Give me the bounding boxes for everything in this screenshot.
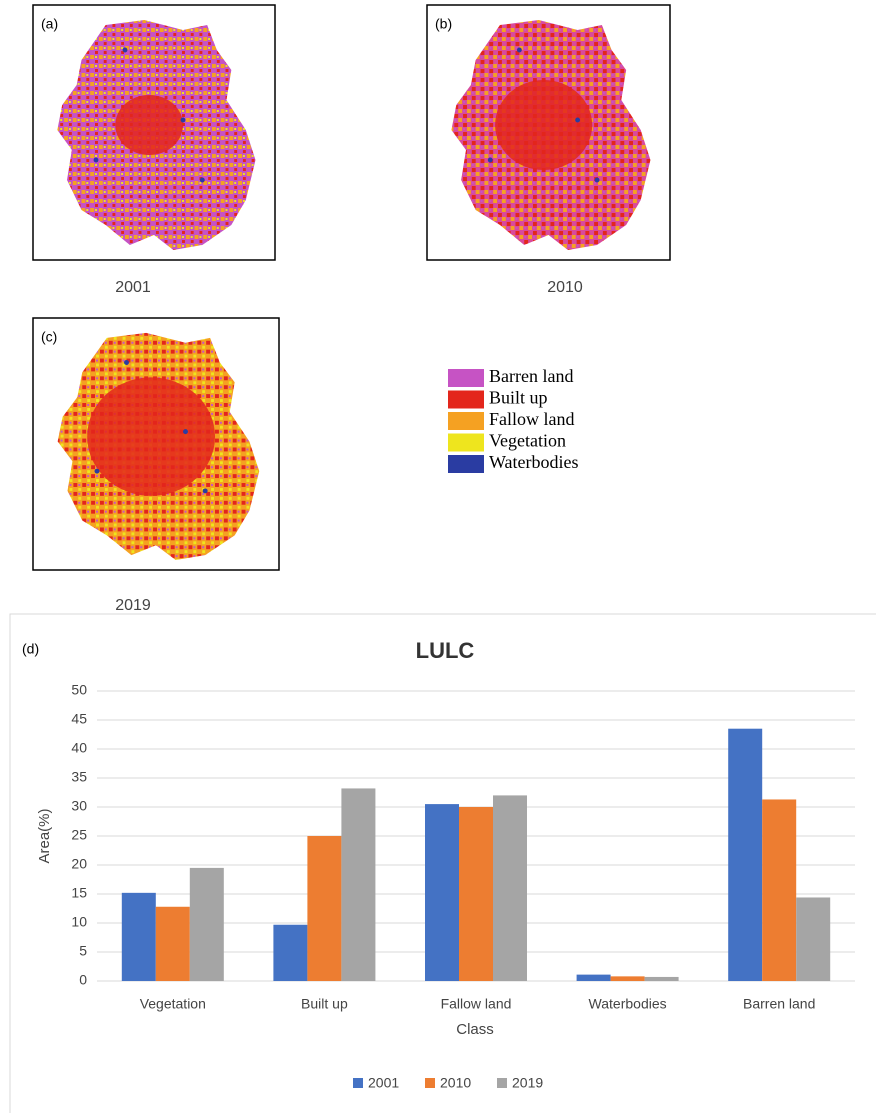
legend-swatch — [353, 1078, 363, 1088]
legend-swatch — [448, 434, 484, 452]
map-water — [575, 118, 580, 123]
legend-label: Waterbodies — [489, 452, 579, 472]
legend-swatch — [448, 412, 484, 430]
bar — [156, 907, 190, 981]
y-tick-label: 10 — [71, 914, 87, 930]
map-water — [95, 469, 100, 474]
legend-label: Fallow land — [489, 409, 575, 429]
bar — [728, 729, 762, 981]
legend-swatch — [448, 455, 484, 473]
figure: (a)2001(b)2010(c)2019 Barren landBuilt u… — [0, 0, 876, 1113]
map-core — [87, 377, 215, 496]
bar — [577, 975, 611, 981]
map-year: 2019 — [115, 597, 151, 614]
map-water — [203, 488, 208, 493]
x-axis-title: Class — [456, 1021, 494, 1038]
map-water — [183, 429, 188, 434]
y-tick-label: 15 — [71, 885, 87, 901]
map-water — [517, 48, 522, 53]
legend-label: 2010 — [440, 1075, 471, 1091]
bar — [307, 836, 341, 981]
map-water — [123, 48, 128, 53]
y-tick-label: 30 — [71, 798, 87, 814]
legend-swatch — [448, 391, 484, 409]
x-tick-label: Vegetation — [140, 996, 206, 1012]
map-core — [495, 80, 592, 170]
panel-label: (d) — [22, 641, 39, 657]
map-core — [115, 95, 183, 155]
x-tick-label: Built up — [301, 996, 348, 1012]
bar — [611, 976, 645, 981]
x-tick-label: Barren land — [743, 996, 815, 1012]
bar — [425, 804, 459, 981]
y-tick-label: 50 — [71, 682, 87, 698]
legend-label: Barren land — [489, 366, 573, 386]
bar — [645, 977, 679, 981]
bar — [459, 807, 493, 981]
legend-label: 2019 — [512, 1075, 543, 1091]
bar — [190, 868, 224, 981]
y-tick-label: 0 — [79, 972, 87, 988]
legend-label: Built up — [489, 388, 548, 408]
maps: (a) 2001 (b) 2010 (c) 2019 — [33, 5, 670, 614]
bar — [273, 925, 307, 981]
legend-swatch — [425, 1078, 435, 1088]
map-water — [595, 178, 600, 183]
y-tick-label: 45 — [71, 711, 87, 727]
map-water — [200, 178, 205, 183]
chart-title: LULC — [416, 638, 475, 663]
map-label: (c) — [41, 329, 57, 345]
map-label: (a) — [41, 16, 58, 32]
bar — [796, 897, 830, 981]
map-label: (b) — [435, 16, 452, 32]
y-tick-label: 35 — [71, 769, 87, 785]
legend-label: 2001 — [368, 1075, 399, 1091]
legend-swatch — [497, 1078, 507, 1088]
bar — [493, 795, 527, 981]
x-tick-label: Fallow land — [441, 996, 512, 1012]
map-water — [124, 360, 129, 365]
map-water — [181, 118, 186, 123]
legend-label: Vegetation — [489, 431, 566, 451]
x-tick-label: Waterbodies — [589, 996, 667, 1012]
y-tick-label: 20 — [71, 856, 87, 872]
map-year: 2001 — [115, 279, 151, 296]
y-axis-title: Area(%) — [36, 808, 53, 863]
bar — [762, 799, 796, 981]
y-tick-label: 5 — [79, 943, 87, 959]
y-tick-label: 25 — [71, 827, 87, 843]
bar — [122, 893, 156, 981]
bar — [341, 788, 375, 981]
y-tick-label: 40 — [71, 740, 87, 756]
map-year: 2010 — [547, 279, 583, 296]
legend-swatch — [448, 369, 484, 387]
map-water — [488, 158, 493, 163]
map-water — [94, 158, 99, 163]
